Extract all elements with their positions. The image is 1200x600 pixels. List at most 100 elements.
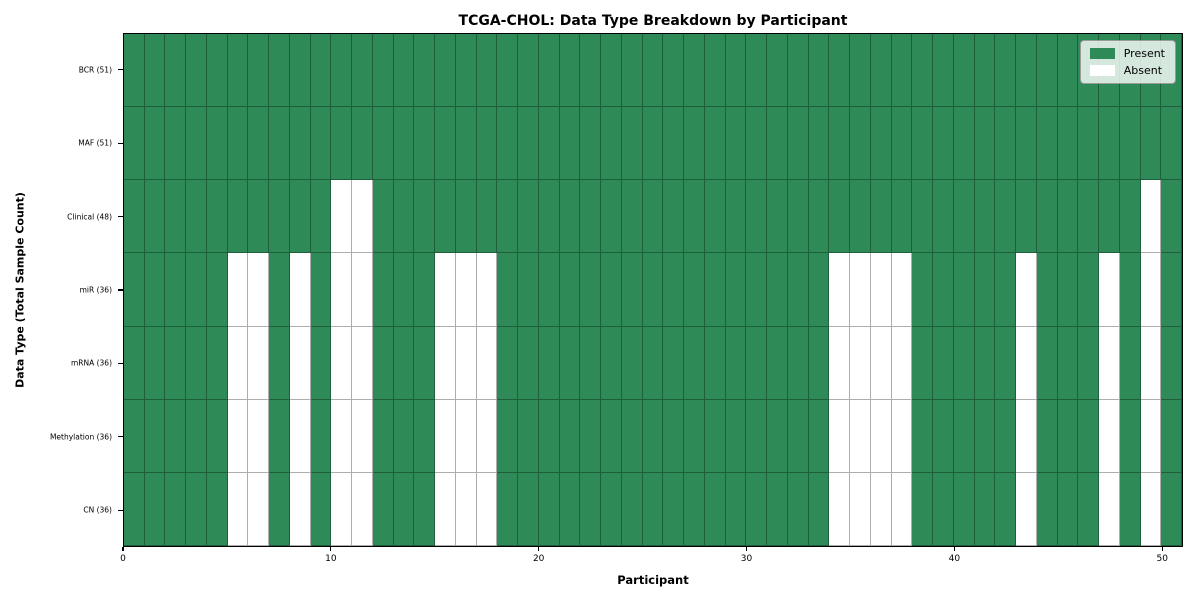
- heatmap-cell: [227, 34, 249, 108]
- heatmap-cell: [829, 326, 851, 400]
- heatmap-cell: [1078, 253, 1100, 327]
- x-tick-mark: [953, 547, 955, 551]
- heatmap-cell: [206, 472, 228, 546]
- heatmap-cell: [891, 107, 913, 181]
- heatmap-cell: [352, 326, 373, 400]
- x-tick-label: 40: [948, 554, 961, 564]
- heatmap-cell: [393, 326, 415, 400]
- heatmap-cell: [248, 180, 270, 254]
- heatmap-cell: [829, 107, 851, 181]
- heatmap-cell: [642, 253, 664, 327]
- heatmap-cell: [1161, 107, 1182, 181]
- heatmap-cell: [165, 107, 187, 181]
- y-tick-mark: [118, 215, 123, 218]
- heatmap-cell: [1119, 107, 1141, 181]
- heatmap-cell: [787, 253, 809, 327]
- heatmap-cell: [974, 34, 996, 108]
- heatmap-cell: [165, 326, 187, 400]
- heatmap-cell: [787, 472, 809, 546]
- heatmap-cell: [1057, 34, 1079, 108]
- heatmap-cell: [289, 253, 311, 327]
- heatmap-cell: [372, 253, 394, 327]
- present-swatch-icon: [1089, 48, 1115, 59]
- heatmap-cell: [206, 399, 228, 473]
- heatmap-cell: [372, 399, 394, 473]
- heatmap-cell: [206, 34, 228, 108]
- heatmap-cell: [289, 34, 311, 108]
- heatmap-cell: [912, 472, 934, 546]
- heatmap-cell: [1016, 107, 1037, 181]
- heatmap-cell: [414, 472, 436, 546]
- absent-swatch-icon: [1089, 65, 1115, 76]
- heatmap-cell: [455, 180, 477, 254]
- heatmap-cell: [165, 253, 187, 327]
- heatmap-cell: [227, 253, 249, 327]
- heatmap-cell: [476, 180, 498, 254]
- heatmap-cell: [621, 326, 643, 400]
- heatmap-cell: [1057, 472, 1079, 546]
- heatmap-cell: [310, 107, 332, 181]
- heatmap-cell: [144, 399, 166, 473]
- heatmap-cell: [1057, 326, 1079, 400]
- heatmap-cell: [663, 34, 685, 108]
- heatmap-cell: [995, 180, 1017, 254]
- heatmap-cell: [331, 472, 353, 546]
- x-tick-label: 50: [1156, 554, 1168, 564]
- heatmap-cell: [912, 253, 934, 327]
- heatmap-cell: [414, 34, 436, 108]
- heatmap-cell: [352, 34, 373, 108]
- heatmap-cell: [746, 326, 768, 400]
- y-tick-label: MAF (51): [78, 138, 112, 148]
- heatmap-cell: [933, 472, 954, 546]
- heatmap-cell: [995, 326, 1017, 400]
- heatmap-cell: [1036, 34, 1058, 108]
- heatmap-cell: [1099, 326, 1120, 400]
- heatmap-cell: [953, 472, 975, 546]
- heatmap-cell: [601, 34, 622, 108]
- heatmap-cell: [1140, 180, 1162, 254]
- heatmap-cell: [1057, 253, 1079, 327]
- heatmap-cell: [289, 399, 311, 473]
- legend-label-absent: Absent: [1123, 64, 1163, 77]
- heatmap-cell: [352, 107, 373, 181]
- heatmap-cell: [144, 107, 166, 181]
- heatmap-cell: [995, 253, 1017, 327]
- heatmap-cell: [787, 34, 809, 108]
- heatmap-cell: [559, 107, 581, 181]
- heatmap-cell: [289, 180, 311, 254]
- heatmap-cell: [787, 107, 809, 181]
- heatmap-cell: [186, 472, 207, 546]
- heatmap-cell: [414, 399, 436, 473]
- heatmap-cell: [704, 253, 726, 327]
- heatmap-cell: [725, 34, 747, 108]
- heatmap-cell: [227, 399, 249, 473]
- heatmap-cell: [518, 107, 539, 181]
- heatmap-cell: [580, 180, 602, 254]
- heatmap-cell: [829, 399, 851, 473]
- heatmap-cell: [870, 180, 892, 254]
- heatmap-cell: [725, 472, 747, 546]
- y-tick-mark: [118, 289, 123, 291]
- heatmap-cell: [186, 180, 207, 254]
- heatmap-cell: [808, 180, 830, 254]
- heatmap-cell: [206, 107, 228, 181]
- heatmap-cell: [1036, 107, 1058, 181]
- heatmap-cell: [891, 399, 913, 473]
- heatmap-cell: [912, 326, 934, 400]
- heatmap-cell: [1036, 472, 1058, 546]
- y-tick-label: mRNA (36): [70, 358, 112, 368]
- heatmap-cell: [372, 107, 394, 181]
- heatmap-cell: [1140, 399, 1162, 473]
- heatmap-cell: [808, 399, 830, 473]
- legend-item-absent: Absent: [1089, 64, 1165, 77]
- heatmap-cell: [372, 472, 394, 546]
- y-tick-mark: [118, 362, 123, 365]
- heatmap-cell: [559, 253, 581, 327]
- heatmap-cell: [435, 34, 456, 108]
- heatmap-cell: [331, 180, 353, 254]
- heatmap-cell: [414, 107, 436, 181]
- heatmap-cell: [518, 253, 539, 327]
- heatmap-cell: [144, 326, 166, 400]
- heatmap-cell: [953, 180, 975, 254]
